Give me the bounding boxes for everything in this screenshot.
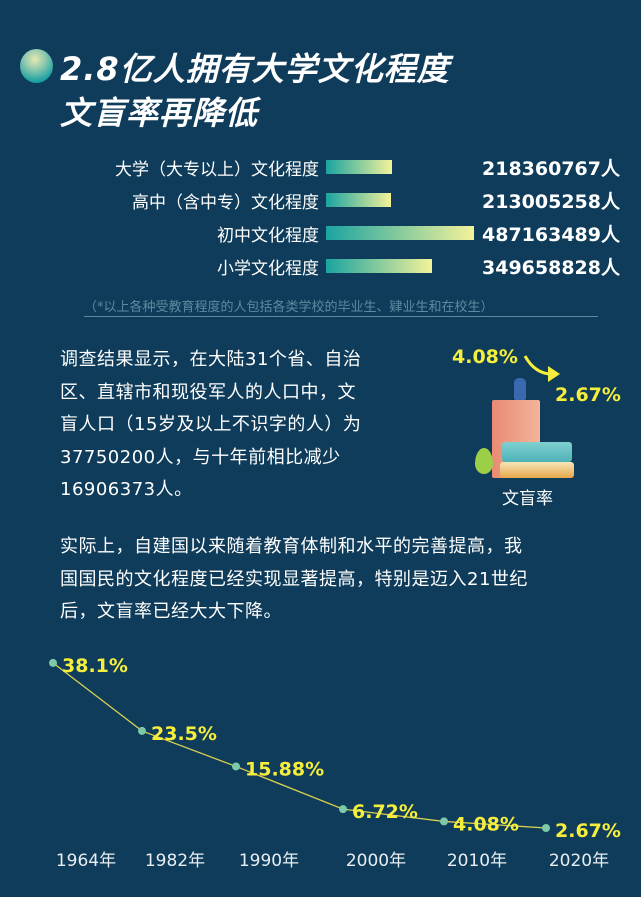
education-label: 初中文化程度: [217, 226, 319, 246]
education-label: 大学（大专以上）文化程度: [115, 160, 319, 180]
page-title-line2: 文盲率再降低: [60, 94, 259, 132]
x-tick-label: 2020年: [549, 851, 609, 871]
data-point: [138, 726, 146, 735]
education-value: 213005258人: [482, 191, 620, 213]
data-label: 4.08%: [453, 813, 519, 835]
illiteracy-to: 2.67%: [555, 384, 621, 406]
education-note: （*以上各种受教育程度的人包括各类学校的毕业生、肄业生和在校生）: [84, 296, 598, 317]
paragraph-line: 盲人口（15岁及以上不识字的人）为: [60, 414, 362, 435]
education-bar: [326, 259, 433, 273]
x-tick-label: 2000年: [346, 851, 406, 871]
data-label: 2.67%: [555, 820, 621, 842]
education-value: 218360767人: [482, 158, 620, 180]
education-bar: [326, 226, 474, 240]
title-orb-icon: [20, 49, 53, 83]
illiteracy-badge: 4.08% 2.67% 文盲率: [430, 330, 641, 520]
paragraph-line: 调查结果显示，在大陆31个省、自治: [60, 349, 362, 370]
arrow-down-right-icon: [523, 355, 560, 382]
illiteracy-caption: 文盲率: [502, 489, 553, 509]
education-value: 487163489人: [482, 224, 620, 246]
education-bar: [326, 160, 393, 174]
data-point: [440, 817, 448, 826]
education-bar: [326, 193, 391, 207]
education-label: 小学文化程度: [217, 259, 319, 279]
data-point: [49, 658, 57, 667]
paragraph-line: 国国民的文化程度已经实现显著提高，特别是迈入21世纪: [60, 568, 528, 590]
data-point: [339, 805, 347, 814]
data-label: 6.72%: [352, 801, 418, 823]
paragraph-line: 区、直辖市和现役军人的人口中，文: [60, 381, 356, 403]
illiteracy-line-chart: 38.1% 1964年 23.5% 1982年 15.88% 1990年 6.72% 2000…: [49, 655, 621, 871]
education-label: 高中（含中专）文化程度: [132, 193, 319, 213]
data-point: [232, 762, 240, 771]
x-tick-label: 1990年: [239, 851, 299, 871]
illiteracy-from: 4.08%: [452, 346, 518, 368]
data-label: 15.88%: [245, 758, 324, 780]
paragraph-line: 37750200人，与十年前相比减少: [60, 446, 341, 468]
paragraph-line: 实际上，自建国以来随着教育体制和水平的完善提高，我: [60, 536, 523, 557]
paragraph-line: 后，文盲率已经大大下降。: [60, 601, 282, 622]
x-tick-label: 1982年: [145, 851, 205, 871]
data-point: [542, 824, 550, 832]
paragraph-2: 实际上，自建国以来随着教育体制和水平的完善提高，我 国国民的文化程度已经实现显著…: [60, 531, 640, 629]
education-value: 349658828人: [482, 257, 620, 279]
x-tick-label: 2010年: [447, 851, 507, 871]
data-label: 23.5%: [151, 723, 217, 745]
data-label: 38.1%: [62, 655, 128, 677]
x-tick-label: 1964年: [56, 851, 116, 871]
series-line: [52, 662, 547, 829]
paragraph-line: 16906373人。: [60, 479, 193, 500]
page-title-line1: 2.8亿人拥有大学文化程度: [60, 50, 450, 88]
paragraph-1: 调查结果显示，在大陆31个省、自治 区、直辖市和现役军人的人口中，文 盲人口（1…: [60, 344, 480, 507]
